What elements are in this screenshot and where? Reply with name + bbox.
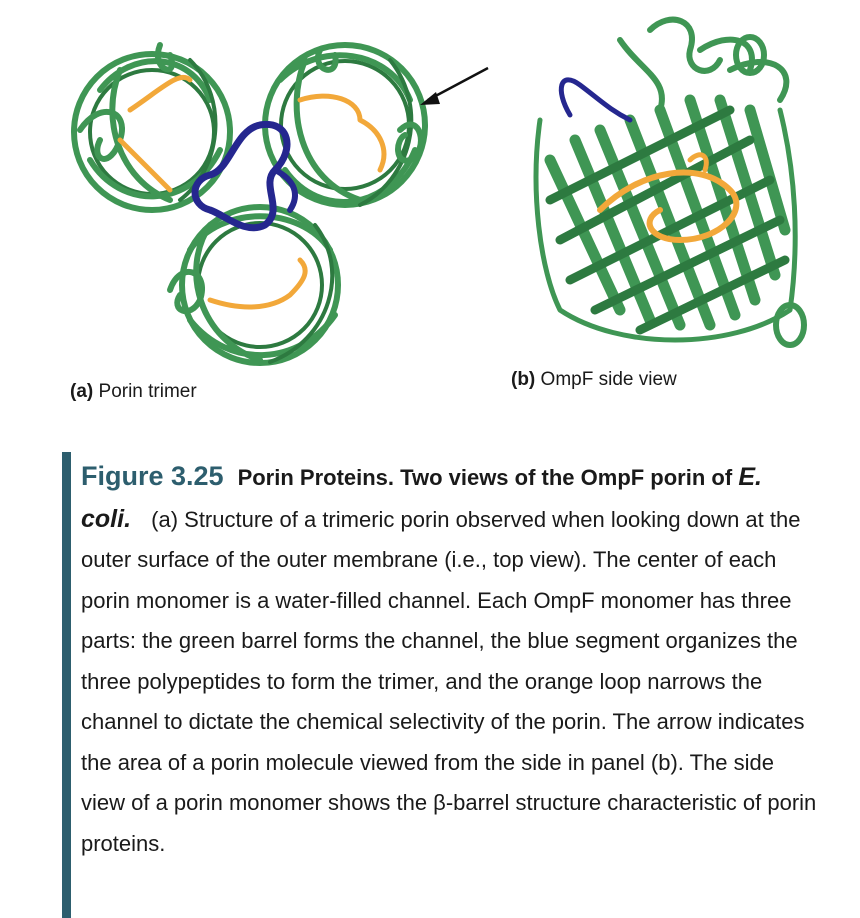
panel-b-text: OmpF side view xyxy=(540,369,677,390)
panel-b-tag: (b) xyxy=(511,369,536,390)
figure-title: Porin Proteins. Two views of the OmpF po… xyxy=(237,465,733,490)
pointer-arrow-icon xyxy=(420,66,489,105)
figure-number: Figure 3.25 xyxy=(81,461,224,491)
panel-a-text: Porin trimer xyxy=(98,381,197,402)
caption-text: Figure 3.25 Porin Proteins. Two views of … xyxy=(81,456,822,864)
panel-a-label: (a) Porin trimer xyxy=(70,381,197,403)
figure-illustration: (a) Porin trimer (b) OmpF side view xyxy=(0,0,860,420)
figure-caption: Figure 3.25 Porin Proteins. Two views of … xyxy=(62,452,832,918)
organism-name: E. coli. xyxy=(81,463,762,533)
porin-trimer-image xyxy=(71,42,428,366)
panel-b-label: (b) OmpF side view xyxy=(511,369,677,391)
caption-body: (a) Structure of a trimeric porin observ… xyxy=(81,506,817,856)
panel-a-tag: (a) xyxy=(70,381,94,402)
ompf-side-view-image xyxy=(533,16,807,348)
